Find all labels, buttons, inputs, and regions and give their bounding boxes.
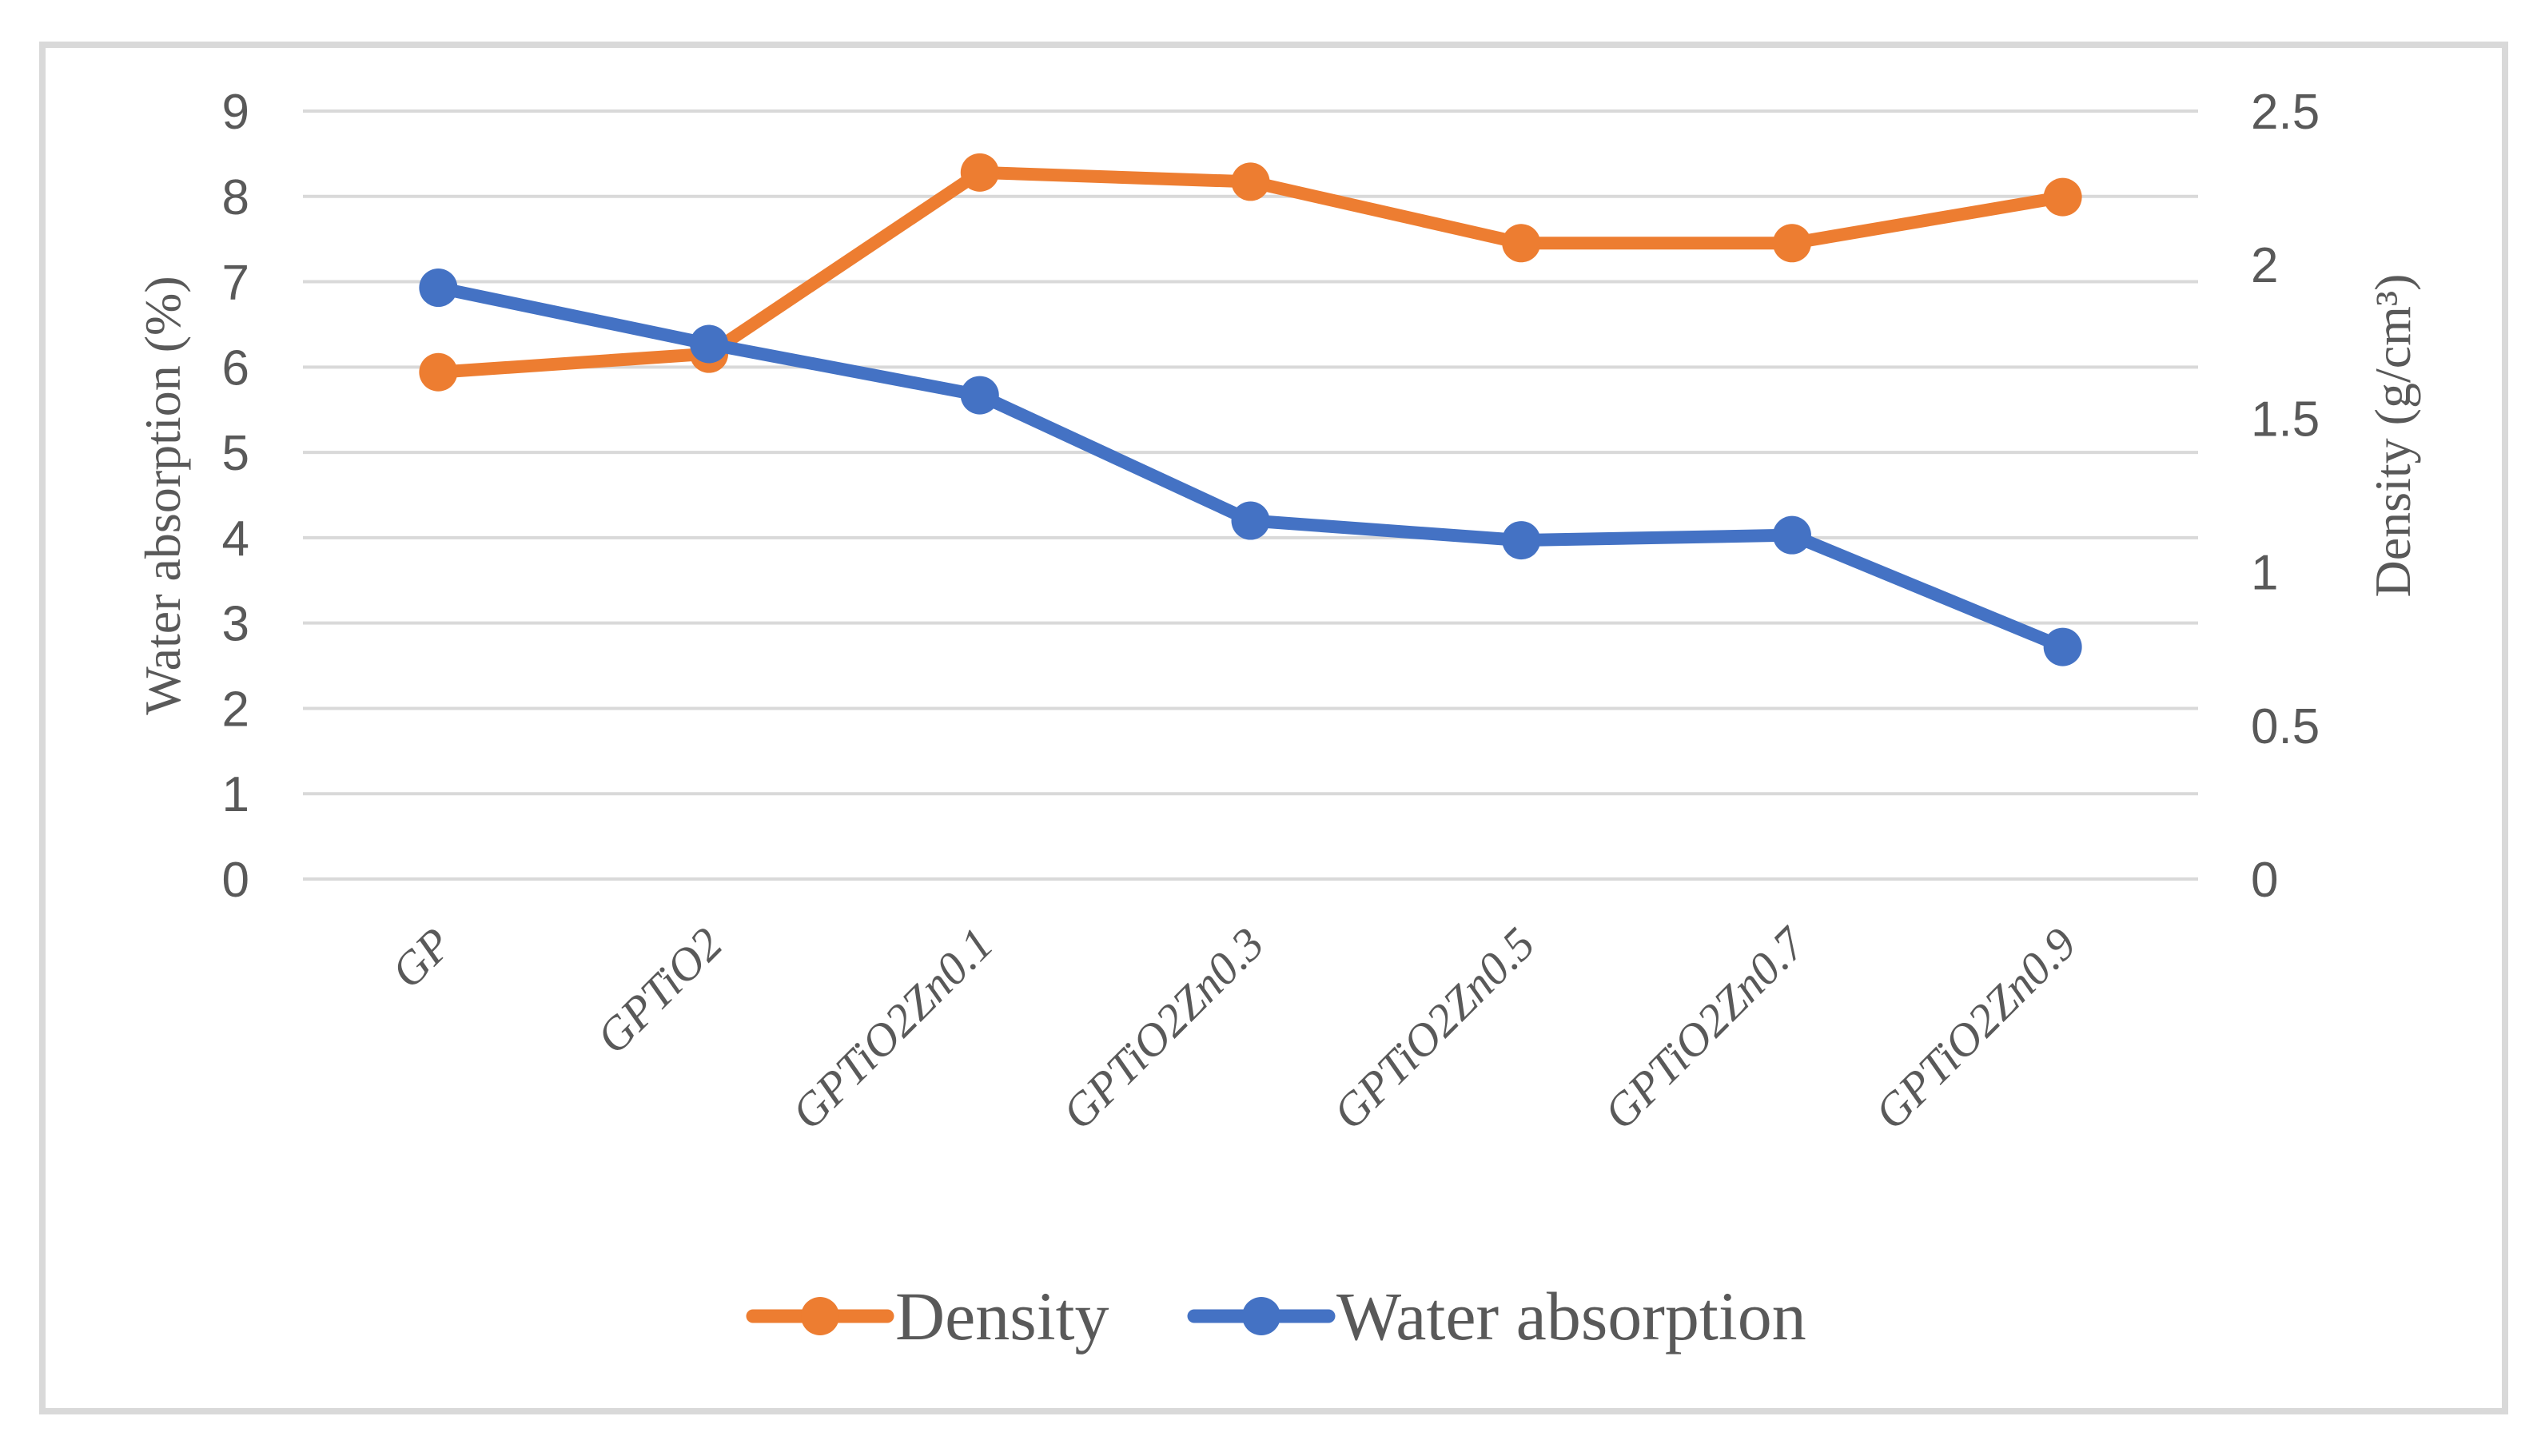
left-axis-tick-label: 4 <box>222 511 249 567</box>
series-group <box>419 153 2082 666</box>
left-axis-tick-label: 3 <box>222 597 249 652</box>
data-point-marker-water-absorption[interactable] <box>1772 515 1811 555</box>
data-point-marker-density[interactable] <box>2043 177 2082 217</box>
left-axis-ticks: 0 1 2 3 4 5 6 7 8 9 <box>222 85 249 908</box>
left-axis-tick-label: 2 <box>222 682 249 737</box>
data-point-marker-density[interactable] <box>960 153 999 192</box>
right-axis-tick-label: 2 <box>2251 238 2278 293</box>
legend-marker-icon-water-absorption <box>1242 1297 1280 1335</box>
legend-marker-icon-density <box>801 1297 839 1335</box>
data-point-marker-water-absorption[interactable] <box>2043 627 2082 666</box>
left-axis-tick-label: 0 <box>222 853 249 908</box>
category-label: GP <box>381 917 462 998</box>
figure-border <box>39 42 2508 1414</box>
right-axis-tick-label: 2.5 <box>2251 85 2320 140</box>
data-point-marker-water-absorption[interactable] <box>1502 521 1541 560</box>
left-axis-tick-label: 9 <box>222 85 249 140</box>
category-label: GPTiO2Zn0.7 <box>1594 917 1817 1140</box>
right-axis-title: Density (g/cm³) <box>2364 274 2421 598</box>
left-axis-title: Water absorption (%) <box>134 276 191 714</box>
category-label: GPTiO2 <box>587 917 733 1064</box>
category-label: GPTiO2Zn0.3 <box>1052 917 1273 1139</box>
left-axis-tick-label: 8 <box>222 170 249 225</box>
category-axis-labels: GP GPTiO2 GPTiO2Zn0.1 GPTiO2Zn0.3 GPTiO2Zn0.… <box>381 917 2086 1140</box>
data-point-marker-density[interactable] <box>1772 224 1811 263</box>
left-axis-tick-label: 7 <box>222 256 249 311</box>
legend-label-density: Density <box>895 1278 1109 1355</box>
data-point-marker-water-absorption[interactable] <box>1231 501 1270 540</box>
data-point-marker-water-absorption[interactable] <box>960 376 999 415</box>
legend-item-water-absorption[interactable]: Water absorption <box>1187 1278 1806 1355</box>
category-label: GPTiO2Zn0.9 <box>1865 917 2086 1139</box>
data-point-marker-density[interactable] <box>1231 162 1270 201</box>
legend-label-water-absorption: Water absorption <box>1336 1278 1806 1355</box>
right-axis-tick-label: 0 <box>2251 853 2278 908</box>
left-axis-tick-label: 6 <box>222 340 249 396</box>
left-axis-tick-label: 1 <box>222 767 249 822</box>
data-point-marker-density[interactable] <box>419 352 458 392</box>
category-label: GPTiO2Zn0.1 <box>782 917 1003 1139</box>
series-line-water-absorption[interactable] <box>432 281 2069 654</box>
legend-item-density[interactable]: Density <box>746 1278 1109 1355</box>
left-axis-tick-label: 5 <box>222 426 249 481</box>
category-label: GPTiO2Zn0.5 <box>1323 917 1544 1139</box>
data-point-marker-density[interactable] <box>1502 224 1541 263</box>
right-axis-tick-label: 1.5 <box>2251 392 2320 447</box>
data-point-marker-water-absorption[interactable] <box>690 324 729 364</box>
legend: Density Water absorption <box>746 1278 1806 1355</box>
right-axis-tick-label: 0.5 <box>2251 699 2320 754</box>
right-axis-tick-label: 1 <box>2251 546 2278 601</box>
right-axis-ticks: 0 0.5 1 1.5 2 2.5 <box>2251 85 2320 908</box>
data-point-marker-water-absorption[interactable] <box>419 269 458 308</box>
